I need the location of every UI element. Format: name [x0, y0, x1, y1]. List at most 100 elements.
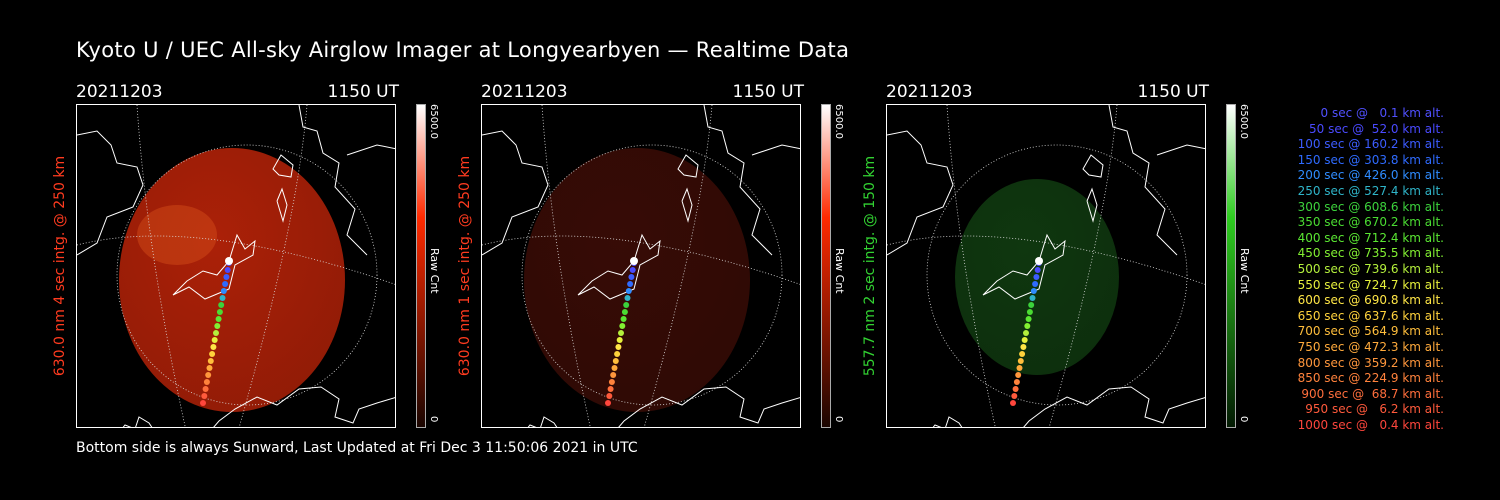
legend-row: 800 sec @ 359.2 km alt.	[1297, 355, 1444, 370]
allsky-image-svg	[482, 105, 800, 427]
legend-row: 900 sec @ 68.7 km alt.	[1301, 386, 1444, 401]
trajectory-point	[202, 386, 209, 392]
legend-row: 950 sec @ 6.2 km alt.	[1305, 402, 1444, 417]
legend-row: 0 sec @ 0.1 km alt.	[1320, 106, 1445, 120]
legend-row: 50 sec @ 52.0 km alt.	[1309, 121, 1444, 136]
colorbar-min-label: 0	[833, 416, 844, 423]
coastline	[1086, 187, 1098, 223]
longitude-grid-line	[1048, 105, 1118, 427]
colorbar	[416, 104, 426, 428]
trajectory-point	[218, 302, 225, 308]
coastline	[751, 144, 800, 156]
trajectory-point	[1034, 267, 1041, 273]
panel-630nm-4sec: 20211203 1150 UT 630.0 nm 4 sec intg. @ 25…	[52, 78, 441, 433]
colorbar	[821, 104, 831, 428]
trajectory-point	[1013, 379, 1020, 385]
trajectory-point	[1015, 372, 1022, 378]
coastline	[482, 130, 549, 256]
trajectory-point	[606, 393, 613, 399]
coastline	[887, 130, 954, 256]
trajectory-point	[621, 309, 628, 315]
trajectory-point	[209, 351, 216, 357]
colorbar-min-label: 0	[428, 416, 439, 423]
trajectory-point	[1012, 386, 1019, 392]
coastline	[1023, 386, 1205, 427]
coastline	[213, 386, 395, 427]
rocket-launch-site-marker	[1035, 257, 1043, 265]
trajectory-point	[215, 316, 222, 322]
legend-row: 650 sec @ 637.6 km alt.	[1297, 308, 1444, 323]
trajectory-point	[207, 358, 214, 364]
trajectory-point	[1033, 274, 1040, 280]
longitude-grid-line	[643, 105, 713, 427]
trajectory-point	[629, 267, 636, 273]
trajectory-point	[614, 351, 621, 357]
longitude-grid-line	[482, 235, 800, 285]
coastline	[932, 416, 963, 427]
colorbar-max-label: 6500.0	[428, 104, 439, 139]
colorbar-min-label: 0	[1238, 416, 1249, 423]
trajectory-point	[220, 288, 227, 294]
wavelength-label: 557.7 nm 2 sec intg. @ 150 km	[862, 155, 878, 377]
allsky-map	[481, 104, 801, 428]
allsky-image-svg	[77, 105, 395, 427]
trajectory-point	[1017, 358, 1024, 364]
legend-row: 750 sec @ 472.3 km alt.	[1297, 339, 1444, 354]
trajectory-point	[1025, 316, 1032, 322]
legend-row: 200 sec @ 426.0 km alt.	[1297, 168, 1444, 183]
trajectory-point	[1028, 302, 1035, 308]
wavelength-label: 630.0 nm 1 sec intg. @ 250 km	[457, 155, 473, 377]
panel-time: 1150 UT	[732, 82, 805, 102]
trajectory-point	[615, 344, 622, 350]
panel-630nm-1sec: 20211203 1150 UT 630.0 nm 1 sec intg. @ 25…	[457, 78, 846, 433]
bright-airglow-patch	[137, 205, 217, 265]
wavelength-label: 630.0 nm 4 sec intg. @ 250 km	[52, 155, 68, 377]
panel-time: 1150 UT	[327, 82, 400, 102]
trajectory-point	[1023, 330, 1029, 336]
colorbar-max-label: 6500.0	[1238, 104, 1249, 139]
rocket-launch-site-marker	[630, 257, 638, 265]
trajectory-point	[1021, 337, 1028, 343]
coastline	[298, 105, 368, 256]
legend-row: 350 sec @ 670.2 km alt.	[1297, 215, 1444, 230]
trajectory-point	[605, 400, 611, 406]
trajectory-point	[1016, 365, 1023, 371]
trajectory-point	[618, 330, 624, 336]
page-title: Kyoto U / UEC All-sky Airglow Imager at …	[76, 38, 850, 62]
coastline	[122, 416, 153, 427]
panel-date: 20211203	[886, 82, 973, 102]
allsky-map	[76, 104, 396, 428]
coastline	[703, 105, 773, 256]
longitude-grid-line	[887, 235, 1205, 285]
trajectory-point	[1030, 288, 1037, 294]
trajectory-point	[612, 358, 619, 364]
coastline	[1082, 154, 1104, 178]
trajectory-point	[213, 330, 219, 336]
legend-row: 400 sec @ 712.4 km alt.	[1297, 230, 1444, 245]
trajectory-point	[1024, 323, 1031, 329]
trajectory-point	[210, 344, 217, 350]
trajectory-point	[214, 323, 221, 329]
trajectory-point	[625, 288, 632, 294]
trajectory-point	[608, 379, 615, 385]
colorbar	[1226, 104, 1236, 428]
trajectory-point	[1029, 295, 1036, 301]
trajectory-point	[223, 274, 230, 280]
trajectory-point	[205, 372, 212, 378]
latitude-grid-circle	[926, 144, 1188, 406]
coastline	[1156, 144, 1205, 156]
trajectory-point	[610, 372, 617, 378]
colorbar-unit-label: Raw Cnt	[833, 248, 846, 294]
legend-row: 700 sec @ 564.9 km alt.	[1297, 324, 1444, 339]
trajectory-point	[1020, 344, 1027, 350]
trajectory-point	[1011, 393, 1018, 399]
legend-row: 300 sec @ 608.6 km alt.	[1297, 199, 1444, 214]
trajectory-point	[200, 400, 206, 406]
trajectory-point	[619, 323, 626, 329]
coastline	[618, 386, 800, 427]
legend-row: 600 sec @ 690.8 km alt.	[1297, 293, 1444, 308]
rocket-launch-site-marker	[225, 257, 233, 265]
panel-date: 20211203	[76, 82, 163, 102]
trajectory-point	[224, 267, 231, 273]
latitude-grid-circle	[116, 144, 378, 406]
